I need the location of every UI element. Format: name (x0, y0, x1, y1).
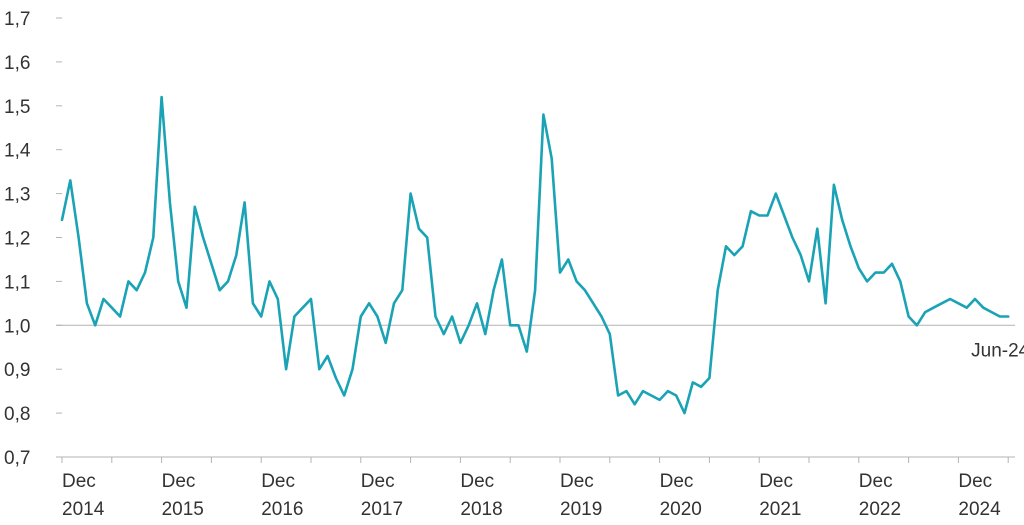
y-tick-label: 1,2 (4, 229, 30, 250)
x-tick-month: Dec (660, 471, 694, 492)
x-tick-month: Dec (759, 471, 793, 492)
x-tick-month: Dec (261, 471, 295, 492)
x-tick-label: Dec 2022 (859, 471, 901, 520)
x-tick-year: 2022 (859, 499, 901, 520)
y-tick-label: 1,3 (4, 185, 30, 206)
x-tick-year: 2014 (62, 499, 105, 520)
x-tick-year: 2024 (958, 499, 1001, 520)
x-tick-year: 2018 (460, 499, 502, 520)
x-tick-label: Dec 2016 (261, 471, 303, 520)
x-tick-year: 2020 (660, 499, 702, 520)
y-tick-label: 1,5 (4, 97, 30, 118)
x-tick-month: Dec (460, 471, 494, 492)
x-tick-label: Dec 2019 (560, 471, 602, 520)
x-tick-label: Dec 2014 (62, 471, 105, 520)
x-tick-label: Dec 2024 (958, 471, 1001, 520)
y-tick-label: 1,0 (4, 316, 30, 337)
x-tick-year: 2017 (361, 499, 403, 520)
x-tick-month: Dec (162, 471, 196, 492)
series-group (60, 95, 1010, 415)
x-tick-month: Dec (560, 471, 594, 492)
annotation-label: Jun-24 (971, 341, 1024, 362)
y-tick-label: 0,7 (4, 448, 30, 469)
x-tick-label: Dec 2020 (660, 471, 702, 520)
y-tick-label: 1,1 (4, 272, 30, 293)
x-tick-year: 2015 (162, 499, 204, 520)
y-tick-label: 1,7 (4, 9, 30, 30)
y-tick-label: 1,6 (4, 53, 30, 74)
x-tick-year: 2021 (759, 499, 801, 520)
x-tick-year: 2016 (261, 499, 303, 520)
x-tick-month: Dec (361, 471, 395, 492)
x-tick-label: Dec 2018 (460, 471, 502, 520)
x-tick-month: Dec (958, 471, 992, 492)
y-tick-label: 0,8 (4, 404, 30, 425)
y-axis-labels: 0,7 0,8 0,9 1,0 1,1 1,2 1,3 1,4 1,5 1,6 1,7 (4, 9, 31, 469)
y-tick-label: 1,4 (4, 141, 31, 162)
y-tick-label: 0,9 (4, 360, 30, 381)
series-line (60, 95, 1010, 415)
x-tick-month: Dec (62, 471, 96, 492)
x-axis-ticks (61, 457, 1009, 463)
x-tick-month: Dec (859, 471, 893, 492)
x-tick-year: 2019 (560, 499, 602, 520)
y-axis-ticks (56, 17, 62, 458)
x-tick-label: Dec 2017 (361, 471, 403, 520)
x-tick-label: Dec 2021 (759, 471, 801, 520)
x-axis-labels: Dec 2014 Dec 2015 Dec 2016 Dec 2017 Dec 2018 Dec 20… (62, 471, 1001, 520)
x-tick-label: Dec 2015 (162, 471, 204, 520)
